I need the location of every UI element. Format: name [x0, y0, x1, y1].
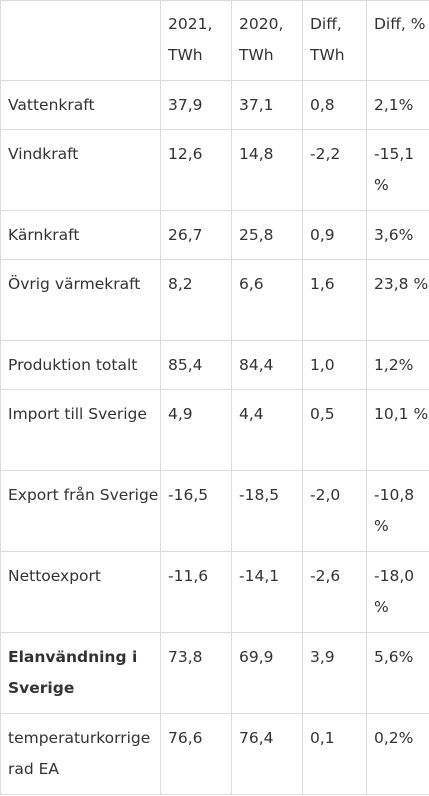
- value-2020: 25,8: [231, 210, 303, 260]
- value-2021: 85,4: [160, 340, 232, 390]
- row-label: temperaturkorrige rad EA: [0, 713, 161, 795]
- value-diff: 0,5: [302, 389, 367, 471]
- row-label: Vattenkraft: [0, 80, 161, 130]
- value-diff: -2,0: [302, 470, 367, 552]
- table-row: temperaturkorrige rad EA 76,6 76,4 0,1 0…: [0, 713, 429, 795]
- value-diff-percent: -18,0 %: [366, 551, 429, 633]
- table-row: Export från Sverige -16,5 -18,5 -2,0 -10…: [0, 470, 429, 552]
- value-2020: 84,4: [231, 340, 303, 390]
- value-diff-percent: 2,1%: [366, 80, 429, 130]
- value-diff: 0,9: [302, 210, 367, 260]
- value-2021: 12,6: [160, 129, 232, 211]
- value-diff: 0,8: [302, 80, 367, 130]
- value-2021: 8,2: [160, 259, 232, 341]
- table-row: Nettoexport -11,6 -14,1 -2,6 -18,0 %: [0, 551, 429, 633]
- table-row: Övrig värmekraft 8,2 6,6 1,6 23,8 %: [0, 259, 429, 341]
- header-cell-diff: Diff, TWh: [302, 0, 367, 81]
- row-label: Nettoexport: [0, 551, 161, 633]
- value-diff-percent: 1,2%: [366, 340, 429, 390]
- row-label: Kärnkraft: [0, 210, 161, 260]
- value-2021: 37,9: [160, 80, 232, 130]
- value-2021: 4,9: [160, 389, 232, 471]
- value-diff: 1,0: [302, 340, 367, 390]
- header-cell-diff-percent: Diff, %: [366, 0, 429, 81]
- table-row: Produktion totalt 85,4 84,4 1,0 1,2%: [0, 340, 429, 390]
- value-diff-percent: 5,6%: [366, 632, 429, 714]
- table-row: Kärnkraft 26,7 25,8 0,9 3,6%: [0, 210, 429, 260]
- value-2020: 69,9: [231, 632, 303, 714]
- value-2020: -14,1: [231, 551, 303, 633]
- value-2021: -11,6: [160, 551, 232, 633]
- value-2020: 14,8: [231, 129, 303, 211]
- value-diff: -2,2: [302, 129, 367, 211]
- value-2020: -18,5: [231, 470, 303, 552]
- value-diff: 1,6: [302, 259, 367, 341]
- value-diff-percent: 3,6%: [366, 210, 429, 260]
- value-diff-percent: -15,1 %: [366, 129, 429, 211]
- header-cell-2021: 2021, TWh: [160, 0, 232, 81]
- value-2021: 76,6: [160, 713, 232, 795]
- row-label: Export från Sverige: [0, 470, 161, 552]
- value-diff-percent: 23,8 %: [366, 259, 429, 341]
- header-cell-2020: 2020, TWh: [231, 0, 303, 81]
- header-row: 2021, TWh 2020, TWh Diff, TWh Diff, %: [0, 0, 429, 81]
- value-diff-percent: 10,1 %: [366, 389, 429, 471]
- row-label: Import till Sverige: [0, 389, 161, 471]
- value-2021: -16,5: [160, 470, 232, 552]
- value-diff: 0,1: [302, 713, 367, 795]
- table-row: Elanvändning i Sverige 73,8 69,9 3,9 5,6…: [0, 632, 429, 714]
- table-row: Import till Sverige 4,9 4,4 0,5 10,1 %: [0, 389, 429, 471]
- row-label: Övrig värmekraft: [0, 259, 161, 341]
- table-row: Vattenkraft 37,9 37,1 0,8 2,1%: [0, 80, 429, 130]
- value-2020: 76,4: [231, 713, 303, 795]
- value-2020: 4,4: [231, 389, 303, 471]
- header-cell-label: [0, 0, 161, 81]
- value-diff: -2,6: [302, 551, 367, 633]
- value-diff: 3,9: [302, 632, 367, 714]
- value-2021: 26,7: [160, 210, 232, 260]
- value-diff-percent: -10,8 %: [366, 470, 429, 552]
- table-row: Vindkraft 12,6 14,8 -2,2 -15,1 %: [0, 129, 429, 211]
- value-diff-percent: 0,2%: [366, 713, 429, 795]
- row-label: Elanvändning i Sverige: [0, 632, 161, 714]
- row-label: Produktion totalt: [0, 340, 161, 390]
- value-2021: 73,8: [160, 632, 232, 714]
- row-label: Vindkraft: [0, 129, 161, 211]
- value-2020: 6,6: [231, 259, 303, 341]
- value-2020: 37,1: [231, 80, 303, 130]
